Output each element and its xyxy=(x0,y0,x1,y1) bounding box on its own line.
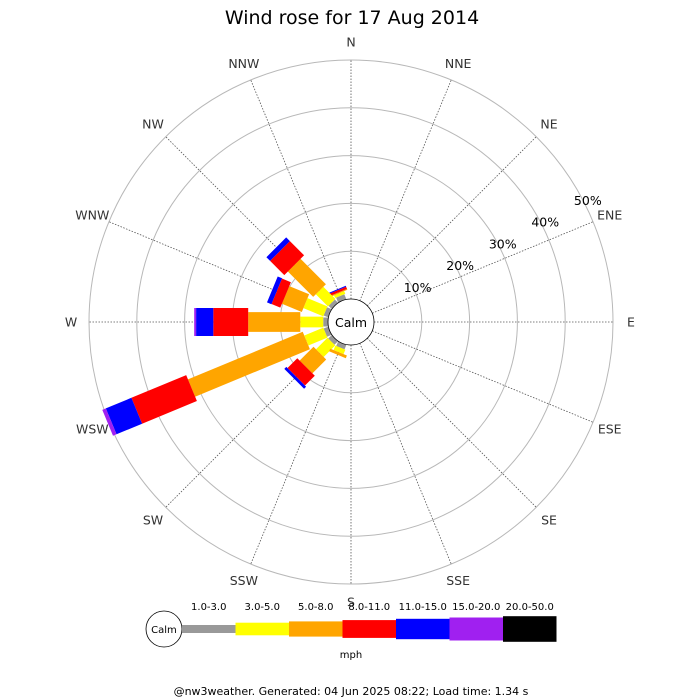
bar-w-bin-2 xyxy=(248,312,301,332)
bar-wsw-bin-4 xyxy=(105,397,143,435)
bar-wsw-bin-3 xyxy=(131,375,197,424)
ring-label-40: 40% xyxy=(531,215,559,230)
direction-label-ne: NE xyxy=(540,117,557,132)
legend: Calm 1.0-3.0 3.0-5.0 5.0-8.0 8.0-11.0 11.0-1… xyxy=(145,602,557,661)
bar-wsw-bin-5 xyxy=(102,408,117,436)
legend-swatch-6 xyxy=(503,616,557,642)
bar-sw-bin-3 xyxy=(287,358,315,386)
legend-bin-label-4: 11.0-15.0 xyxy=(399,602,447,613)
legend-bin-label-3: 8.0-11.0 xyxy=(348,602,390,613)
bar-nw-bin-4 xyxy=(266,237,290,261)
bar-wnw-bin-4 xyxy=(267,276,283,305)
spoke-nne xyxy=(359,79,452,301)
bar-wsw-bin-2 xyxy=(187,331,310,397)
legend-bin-label-2: 5.0-8.0 xyxy=(298,602,333,613)
ring-label-50: 50% xyxy=(574,193,602,208)
direction-label-wnw: WNW xyxy=(75,207,109,222)
bar-sw-bin-2 xyxy=(299,346,327,374)
grid-ring-30 xyxy=(184,155,518,489)
legend-swatch-2 xyxy=(289,621,343,637)
spoke-ese xyxy=(372,330,594,423)
calm-label: Calm xyxy=(335,315,367,330)
grid-ring-40 xyxy=(136,107,566,537)
bar-wnw-bin-2 xyxy=(281,286,310,312)
spoke-ssw xyxy=(250,343,343,565)
wind-bars xyxy=(102,237,348,436)
spoke-se xyxy=(366,337,537,508)
direction-label-w: W xyxy=(65,315,77,330)
legend-calm-label: Calm xyxy=(151,625,177,636)
bar-ssw-bin-0 xyxy=(336,341,347,350)
bar-sw-bin-0 xyxy=(328,335,338,345)
spoke-ene xyxy=(372,221,594,314)
direction-label-nw: NW xyxy=(142,117,164,132)
direction-label-nne: NNE xyxy=(445,56,472,71)
ring-labels: 10% 20% 30% 40% 50% xyxy=(404,193,602,295)
legend-swatch-1 xyxy=(235,622,289,636)
bar-w-bin-4 xyxy=(196,308,214,336)
direction-label-ssw: SSW xyxy=(230,573,258,588)
bar-nnw-bin-4 xyxy=(329,285,347,294)
bar-ssw-bin-2 xyxy=(329,348,347,359)
direction-label-n: N xyxy=(346,35,355,50)
legend-bin-label-0: 1.0-3.0 xyxy=(191,602,226,613)
direction-label-se: SE xyxy=(541,512,557,527)
direction-label-wsw: WSW xyxy=(76,422,109,437)
bar-w-bin-3 xyxy=(213,308,249,336)
direction-label-sse: SSE xyxy=(446,573,470,588)
bar-wsw-bin-1 xyxy=(304,327,328,346)
legend-swatch-0 xyxy=(182,625,236,633)
direction-label-e: E xyxy=(627,315,635,330)
bar-nw-bin-3 xyxy=(270,241,305,276)
grid-rings xyxy=(88,59,614,585)
spoke-nnw xyxy=(250,79,343,301)
bar-w-bin-5 xyxy=(194,308,197,336)
bar-nw-bin-2 xyxy=(287,258,326,297)
bar-wnw-bin-0 xyxy=(323,307,332,318)
bar-nnw-bin-3 xyxy=(329,286,347,296)
grid-ring-50 xyxy=(88,59,614,585)
direction-label-ese: ESE xyxy=(598,422,622,437)
legend-bin-label-1: 3.0-5.0 xyxy=(245,602,280,613)
bar-nnw-bin-0 xyxy=(336,294,347,303)
bar-w-bin-0 xyxy=(323,317,328,327)
chart-title: Wind rose for 17 Aug 2014 xyxy=(225,7,479,29)
bar-nw-bin-1 xyxy=(315,286,336,307)
footer-text: @nw3weather. Generated: 04 Jun 2025 08:2… xyxy=(174,685,529,698)
bar-nw-bin-0 xyxy=(328,299,338,309)
direction-label-nnw: NNW xyxy=(228,56,259,71)
direction-label-ene: ENE xyxy=(597,207,622,222)
bar-nnw-bin-2 xyxy=(330,288,348,297)
ring-label-10: 10% xyxy=(404,280,432,295)
legend-bin-label-5: 15.0-20.0 xyxy=(452,602,500,613)
bar-ssw-bin-1 xyxy=(333,345,346,355)
ring-label-20: 20% xyxy=(446,258,474,273)
legend-unit: mph xyxy=(340,650,362,661)
legend-swatch-3 xyxy=(342,620,396,638)
direction-label-sw: SW xyxy=(143,512,163,527)
bar-w-bin-1 xyxy=(300,316,324,328)
direction-label-s: S xyxy=(347,595,355,610)
legend-bin-label-6: 20.0-50.0 xyxy=(506,602,554,613)
bar-wnw-bin-1 xyxy=(303,298,328,317)
spoke-ne xyxy=(366,136,537,307)
direction-labels: N NNE NE ENE E ESE SE SSE S SSW SW WSW W WNW NW NNW xyxy=(65,35,635,610)
legend-swatch-5 xyxy=(449,617,503,641)
bar-sw-bin-1 xyxy=(316,337,336,357)
spoke-sse xyxy=(359,343,452,565)
ring-label-30: 30% xyxy=(489,236,517,251)
bar-wnw-bin-3 xyxy=(271,278,291,308)
bar-wsw-bin-0 xyxy=(323,326,332,337)
calm-circle xyxy=(327,298,375,346)
bar-sw-bin-4 xyxy=(284,366,307,389)
bar-nnw-bin-1 xyxy=(334,291,346,298)
legend-swatch-4 xyxy=(396,618,450,640)
